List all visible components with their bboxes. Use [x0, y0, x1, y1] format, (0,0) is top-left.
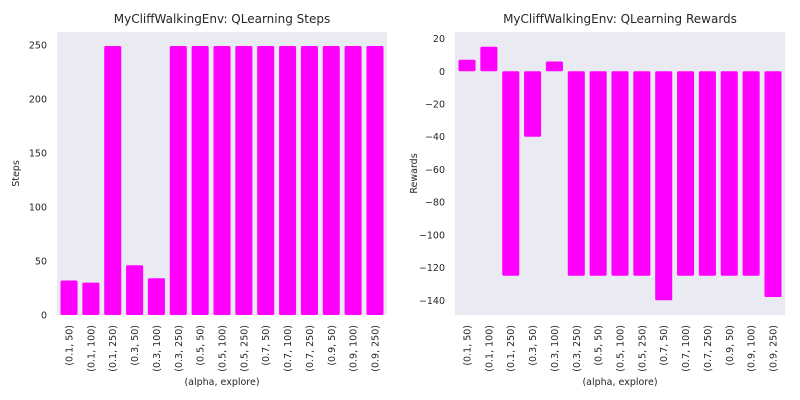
steps-x-tick-label: (0.7, 250): [305, 325, 316, 372]
rewards-bar: [698, 71, 716, 276]
rewards-y-tick-label: −40: [425, 132, 445, 143]
rewards-bar: [677, 71, 695, 276]
rewards-x-ticks: (0.1, 50) (0.1, 100) (0.1, 250) (0.3, 50) (0…: [463, 325, 780, 372]
steps-x-tick-label: (0.7, 100): [283, 325, 294, 372]
steps-bar: [104, 46, 122, 315]
steps-x-tick-label: (0.5, 100): [218, 325, 229, 372]
steps-y-tick-label: 250: [29, 40, 47, 51]
rewards-x-tick-label: (0.9, 50): [725, 325, 736, 366]
rewards-x-tick-label: (0.9, 100): [747, 325, 758, 372]
steps-chart: MyCliffWalkingEnv: QLearning Steps (alph…: [11, 12, 387, 388]
steps-x-tick-label: (0.5, 250): [239, 325, 250, 372]
rewards-x-tick-label: (0.3, 50): [528, 325, 539, 366]
rewards-y-ticks: 20 0 −20 −40 −60 −80 −100 −120 −140: [419, 34, 445, 307]
steps-bar: [344, 46, 362, 315]
rewards-x-tick-label: (0.5, 50): [594, 325, 605, 366]
rewards-x-tick-label: (0.1, 250): [506, 325, 517, 372]
steps-x-ticks: (0.1, 50) (0.1, 100) (0.1, 250) (0.3, 50) (0…: [65, 325, 382, 372]
rewards-x-tick-label: (0.1, 50): [463, 325, 474, 366]
steps-bar: [147, 278, 165, 315]
steps-bar: [191, 46, 209, 315]
rewards-bar: [589, 71, 607, 276]
steps-y-tick-label: 200: [29, 94, 47, 105]
rewards-x-tick-label: (0.5, 100): [616, 325, 627, 372]
steps-x-tick-label: (0.1, 250): [108, 325, 119, 372]
rewards-bar: [720, 71, 738, 276]
steps-bar: [169, 46, 187, 315]
rewards-y-tick-label: −120: [419, 263, 445, 274]
steps-bars: [60, 46, 384, 315]
steps-x-tick-label: (0.3, 250): [174, 325, 185, 372]
steps-bar: [300, 46, 318, 315]
steps-bar: [82, 282, 100, 315]
steps-y-tick-label: 50: [35, 256, 47, 267]
steps-bar: [213, 46, 231, 315]
rewards-bar: [480, 46, 498, 72]
steps-x-tick-label: (0.9, 50): [327, 325, 338, 366]
rewards-bar: [633, 71, 651, 276]
rewards-chart: MyCliffWalkingEnv: QLearning Rewards (al…: [409, 12, 785, 388]
rewards-chart-title: MyCliffWalkingEnv: QLearning Rewards: [503, 12, 737, 26]
steps-x-tick-label: (0.3, 50): [130, 325, 141, 366]
rewards-x-tick-label: (0.1, 100): [484, 325, 495, 372]
rewards-bar: [742, 71, 760, 276]
rewards-bar: [764, 71, 782, 298]
rewards-y-tick-label: −140: [419, 296, 445, 307]
steps-x-tick-label: (0.1, 100): [86, 325, 97, 372]
rewards-bars: [458, 46, 782, 301]
rewards-bar: [502, 71, 520, 276]
rewards-y-tick-label: 20: [433, 34, 445, 45]
rewards-bar: [524, 71, 542, 137]
steps-y-axis-label: Steps: [11, 160, 22, 187]
steps-bar: [366, 46, 384, 315]
rewards-x-tick-label: (0.7, 50): [659, 325, 670, 366]
rewards-x-tick-label: (0.5, 250): [637, 325, 648, 372]
rewards-bar: [567, 71, 585, 276]
steps-bar: [235, 46, 253, 315]
rewards-y-tick-label: −100: [419, 230, 445, 241]
rewards-x-tick-label: (0.3, 250): [572, 325, 583, 372]
steps-bar: [60, 280, 78, 315]
steps-x-tick-label: (0.5, 50): [196, 325, 207, 366]
steps-bar: [126, 265, 144, 315]
steps-y-tick-label: 100: [29, 202, 47, 213]
rewards-x-tick-label: (0.7, 250): [703, 325, 714, 372]
rewards-bar: [655, 71, 673, 301]
rewards-x-tick-label: (0.3, 100): [550, 325, 561, 372]
rewards-x-tick-label: (0.7, 100): [681, 325, 692, 372]
steps-y-ticks: 0 50 100 150 200 250: [29, 40, 47, 321]
rewards-y-axis-label: Rewards: [409, 153, 420, 193]
rewards-bar: [545, 61, 563, 72]
rewards-y-tick-label: −60: [425, 165, 445, 176]
steps-x-tick-label: (0.9, 250): [370, 325, 381, 372]
rewards-y-tick-label: −80: [425, 198, 445, 209]
rewards-y-tick-label: −20: [425, 99, 445, 110]
rewards-bar: [611, 71, 629, 276]
steps-x-tick-label: (0.7, 50): [261, 325, 272, 366]
rewards-x-axis-label: (alpha, explore): [582, 377, 657, 388]
rewards-bar: [458, 59, 476, 72]
steps-x-tick-label: (0.3, 100): [152, 325, 163, 372]
steps-y-tick-label: 0: [41, 311, 47, 322]
steps-x-tick-label: (0.1, 50): [65, 325, 76, 366]
steps-x-axis-label: (alpha, explore): [184, 377, 259, 388]
steps-bar: [279, 46, 297, 315]
steps-y-tick-label: 150: [29, 148, 47, 159]
steps-x-tick-label: (0.9, 100): [349, 325, 360, 372]
steps-bar: [322, 46, 340, 315]
steps-bar: [257, 46, 275, 315]
rewards-y-tick-label: 0: [439, 67, 445, 78]
steps-chart-title: MyCliffWalkingEnv: QLearning Steps: [114, 12, 330, 26]
rewards-x-tick-label: (0.9, 250): [768, 325, 779, 372]
